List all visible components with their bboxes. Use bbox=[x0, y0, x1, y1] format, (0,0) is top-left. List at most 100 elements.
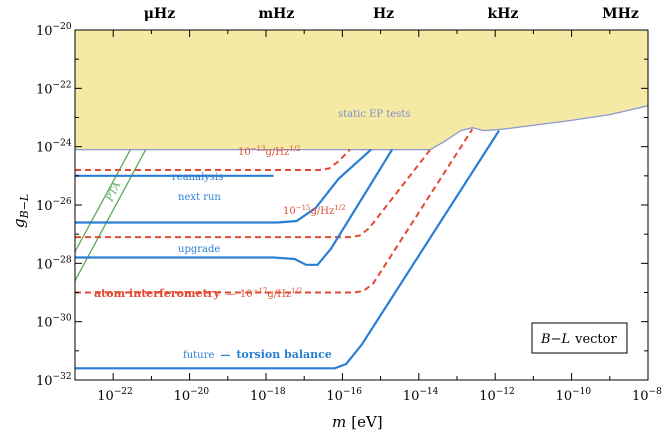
atom-interferometry-curve-0 bbox=[75, 148, 351, 171]
ai-17-base: 10 bbox=[240, 289, 253, 300]
ai-17-sup: −17 bbox=[253, 287, 268, 295]
x-tick-labels: 10−22 10−20 10−18 10−16 10−14 10−12 10−10 10−8 bbox=[97, 387, 662, 404]
future-dash: — bbox=[220, 350, 230, 361]
x-tick-exponent: −20 bbox=[190, 387, 209, 397]
ai-17-unit-sup: 1/2 bbox=[291, 287, 302, 295]
legend-frame bbox=[531, 322, 628, 354]
y-tick-label: 10−28 bbox=[36, 255, 72, 272]
y-tick-exponent: −26 bbox=[53, 197, 72, 207]
upgrade-label: upgrade bbox=[178, 244, 220, 255]
y-tick-base: 10 bbox=[36, 199, 53, 214]
y-tick-base: 10 bbox=[36, 141, 53, 156]
ai-15-label: 10−15g/Hz1/2 bbox=[283, 204, 346, 217]
ai-15-sup: −15 bbox=[296, 204, 311, 212]
atom-interferometry-curves bbox=[75, 128, 474, 294]
pta-line-0 bbox=[75, 149, 131, 253]
x-axis-var: m bbox=[332, 413, 346, 431]
x-tick-base: 10 bbox=[556, 389, 573, 404]
top-freq-label-MHz: MHz bbox=[602, 6, 639, 22]
x-tick-label: 10−22 bbox=[97, 387, 133, 404]
ai-13-unit: g/Hz bbox=[266, 147, 290, 158]
x-axis-unit: [eV] bbox=[351, 413, 382, 431]
pta-band bbox=[75, 149, 147, 282]
future-label: future bbox=[183, 350, 214, 361]
y-axis-var: g bbox=[10, 218, 28, 228]
atom-interferometry-curve-1 bbox=[75, 148, 432, 239]
y-tick-exponent: −22 bbox=[53, 80, 72, 90]
y-tick-base: 10 bbox=[36, 316, 53, 331]
ai-13-unit-sup: 1/2 bbox=[289, 145, 300, 153]
x-tick-label: 10−18 bbox=[250, 387, 286, 404]
y-tick-label: 10−22 bbox=[36, 80, 72, 97]
y-tick-exponent: −32 bbox=[53, 372, 72, 382]
pta-line-1 bbox=[75, 149, 147, 282]
static-ep-excluded-region bbox=[75, 30, 648, 150]
x-tick-label: 10−14 bbox=[403, 387, 439, 404]
top-frequency-axis: μHz mHz Hz kHz MHz bbox=[144, 6, 639, 22]
x-tick-exponent: −22 bbox=[114, 387, 133, 397]
ai-17-label: atom interferometry — 10−17g/Hz1/2 bbox=[94, 287, 302, 300]
x-tick-label: 10−20 bbox=[174, 387, 210, 404]
y-tick-label: 10−32 bbox=[36, 372, 72, 389]
pta-label: PTA bbox=[104, 180, 123, 204]
torsion-balance-curve-next-run bbox=[75, 148, 372, 224]
ai-13-base: 10 bbox=[238, 147, 251, 158]
future-torsion-label: future — torsion balance bbox=[183, 348, 332, 361]
ai-15-unit-sup: 1/2 bbox=[334, 204, 345, 212]
y-axis-label: gB−L bbox=[10, 194, 31, 228]
legend-bl: B−L bbox=[540, 332, 570, 347]
x-tick-base: 10 bbox=[174, 389, 191, 404]
ai-13-sup: −13 bbox=[251, 145, 266, 153]
y-tick-exponent: −20 bbox=[53, 22, 72, 32]
torsion-balance-label: torsion balance bbox=[236, 348, 332, 361]
y-tick-label: 10−24 bbox=[36, 139, 72, 156]
top-freq-label-μHz: μHz bbox=[144, 6, 175, 22]
ai-17-unit: g/Hz bbox=[267, 289, 291, 300]
x-tick-exponent: −8 bbox=[649, 387, 663, 397]
top-freq-label-kHz: kHz bbox=[488, 6, 519, 22]
x-tick-exponent: −12 bbox=[496, 387, 515, 397]
x-axis-label: m [eV] bbox=[332, 413, 383, 431]
x-tick-exponent: −10 bbox=[572, 387, 591, 397]
y-tick-base: 10 bbox=[36, 374, 53, 389]
legend-vector: vector bbox=[574, 332, 617, 347]
top-freq-label-mHz: mHz bbox=[258, 6, 294, 22]
y-tick-exponent: −30 bbox=[53, 314, 72, 324]
torsion-balance-curves bbox=[75, 130, 500, 370]
y-tick-exponent: −24 bbox=[53, 139, 72, 149]
torsion-balance-curve-upgrade bbox=[75, 149, 394, 266]
y-tick-label: 10−30 bbox=[36, 314, 72, 331]
x-tick-base: 10 bbox=[479, 389, 496, 404]
static-ep-label: static EP tests bbox=[338, 109, 411, 120]
y-tick-label: 10−26 bbox=[36, 197, 72, 214]
y-tick-label: 10−20 bbox=[36, 22, 72, 39]
y-tick-base: 10 bbox=[36, 24, 53, 39]
static-ep-boundary-line bbox=[75, 105, 648, 151]
legend-text: B−L vector bbox=[540, 332, 617, 347]
atom-interferometry-curve-2 bbox=[75, 128, 474, 294]
x-tick-base: 10 bbox=[97, 389, 114, 404]
x-tick-base: 10 bbox=[326, 389, 343, 404]
x-tick-exponent: −18 bbox=[267, 387, 286, 397]
top-freq-label-Hz: Hz bbox=[373, 6, 394, 22]
legend-box: B−L vector bbox=[531, 322, 628, 354]
x-tick-label: 10−10 bbox=[556, 387, 592, 404]
ai-15-unit: g/Hz bbox=[311, 206, 335, 217]
torsion-balance-curve-future bbox=[75, 130, 500, 370]
x-tick-base: 10 bbox=[250, 389, 267, 404]
y-tick-base: 10 bbox=[36, 257, 53, 272]
x-tick-exponent: −14 bbox=[419, 387, 438, 397]
y-axis-sub: B−L bbox=[18, 194, 31, 220]
next-run-label: next run bbox=[178, 192, 221, 203]
ai-15-base: 10 bbox=[283, 206, 296, 217]
axis-ticks bbox=[74, 29, 649, 381]
ai-17-dash: — bbox=[226, 289, 236, 300]
atom-interferometry-label: atom interferometry bbox=[94, 287, 220, 300]
y-tick-exponent: −28 bbox=[53, 255, 72, 265]
x-tick-label: 10−8 bbox=[632, 387, 662, 404]
ai-13-label: 10−13g/Hz1/2 bbox=[238, 145, 301, 158]
x-tick-label: 10−16 bbox=[326, 387, 362, 404]
reanalysis-label: reanalysis bbox=[172, 172, 223, 183]
